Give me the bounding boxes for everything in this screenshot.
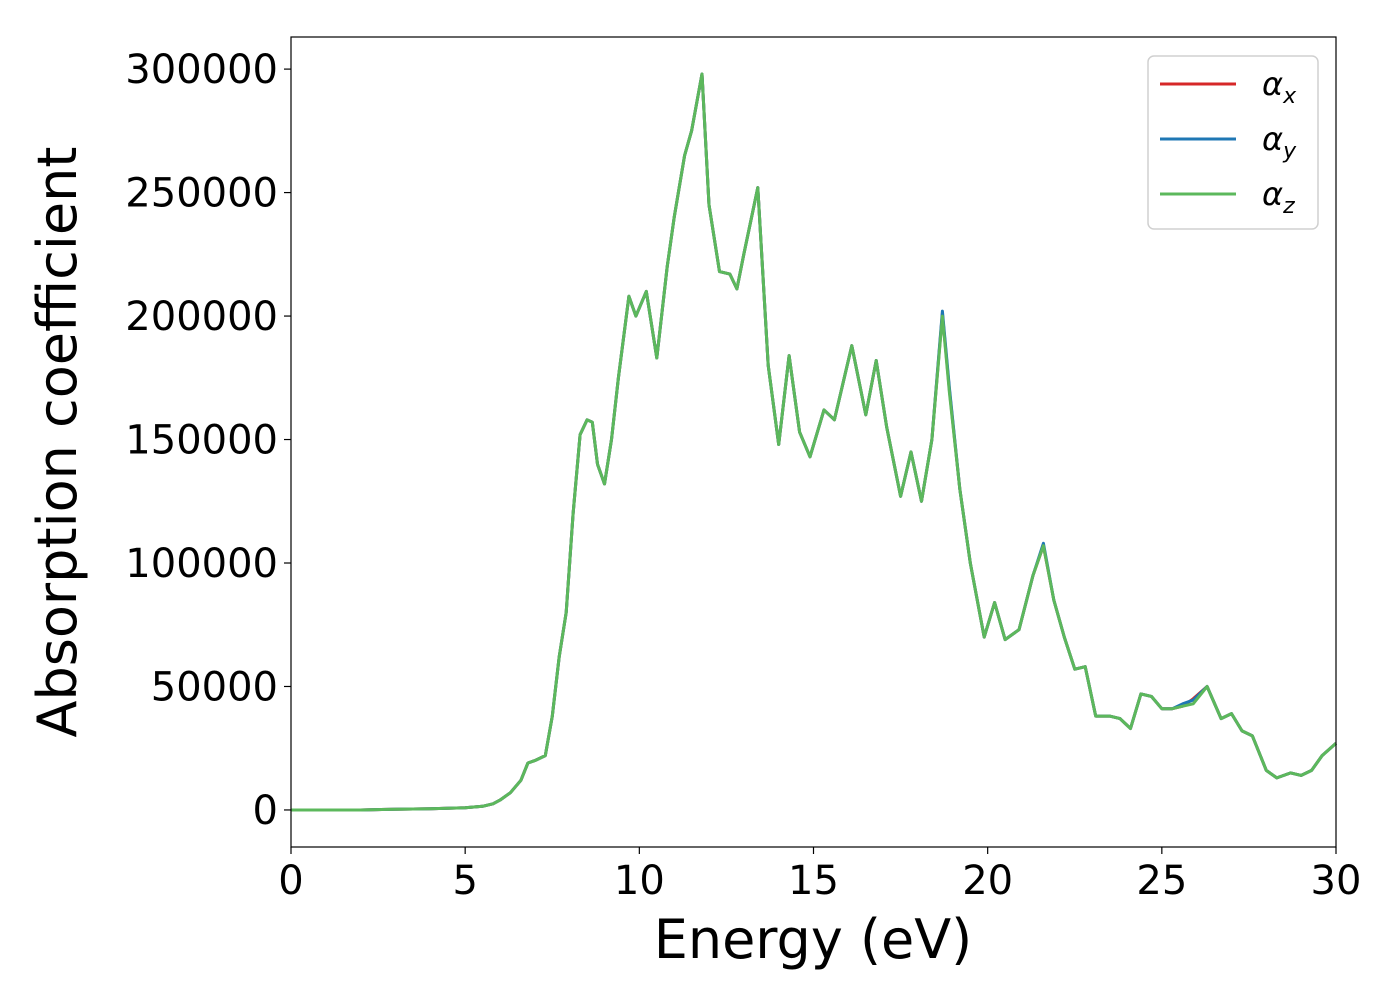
y-tick-label: 100000 bbox=[125, 541, 278, 587]
x-tick-label: 25 bbox=[1136, 858, 1187, 904]
x-tick-label: 5 bbox=[452, 858, 477, 904]
plot-lines bbox=[291, 72, 1337, 812]
x-tick-label: 20 bbox=[962, 858, 1013, 904]
y-axis-ticks: 0 50000 100000 150000 200000 250000 300000 bbox=[125, 47, 291, 834]
y-tick-label: 150000 bbox=[125, 418, 278, 464]
x-axis-title: Energy (eV) bbox=[654, 908, 973, 971]
legend-label: αy bbox=[1262, 120, 1297, 164]
legend-box bbox=[1147, 55, 1319, 230]
x-axis-ticks: 0 5 10 15 20 25 30 bbox=[278, 847, 1361, 904]
x-tick-label: 30 bbox=[1311, 858, 1362, 904]
y-tick-label: 250000 bbox=[125, 171, 278, 217]
y-tick-label: 50000 bbox=[151, 664, 278, 710]
series-line-αz bbox=[291, 72, 1337, 812]
legend-label: αx bbox=[1262, 65, 1297, 109]
y-tick-label: 300000 bbox=[125, 47, 278, 93]
legend-label: αz bbox=[1262, 175, 1295, 219]
y-tick-label: 200000 bbox=[125, 294, 278, 340]
x-tick-label: 0 bbox=[278, 858, 303, 904]
legend: αx αy αz bbox=[1147, 55, 1319, 230]
y-axis-title: Absorption coefficient bbox=[26, 147, 89, 738]
x-tick-label: 15 bbox=[788, 858, 839, 904]
y-tick-label: 0 bbox=[253, 788, 278, 834]
x-tick-label: 10 bbox=[614, 858, 665, 904]
